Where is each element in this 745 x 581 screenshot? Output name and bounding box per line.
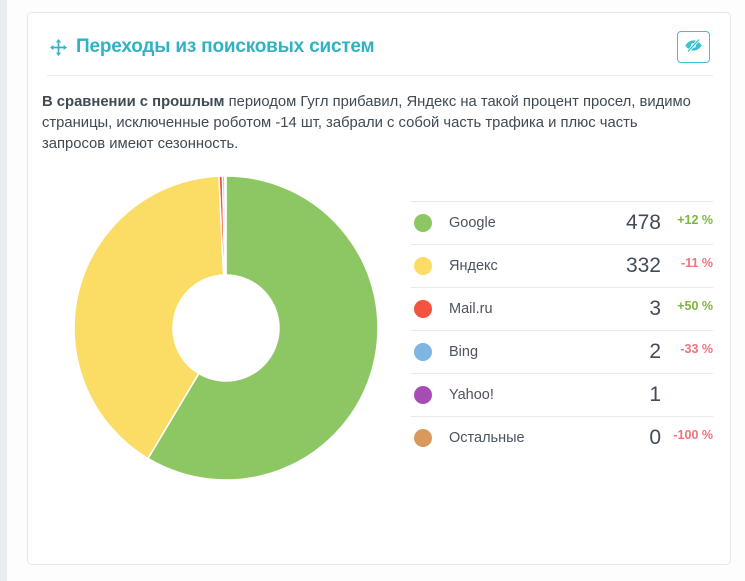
legend-label-bing: Bing: [449, 344, 479, 360]
legend-change-google: +12 %: [677, 213, 713, 227]
legend-row-остальные: Остальные 0 -100 %: [411, 416, 713, 459]
page-left-gutter: [0, 0, 7, 581]
pie-slice-яндекс[interactable]: [73, 175, 225, 460]
legend-dot-bing: [414, 343, 432, 361]
legend-numbers-bing: 2 -33 %: [613, 341, 713, 363]
legend-value-google: 478: [625, 211, 661, 234]
legend-label-остальные: Остальные: [449, 430, 525, 446]
legend-numbers-остальные: 0 -100 %: [613, 427, 713, 449]
legend-dot-остальные: [414, 429, 432, 447]
legend-change-bing: -33 %: [680, 342, 713, 356]
legend-change-yahoo: [661, 384, 713, 385]
legend-change-яндекс: -11 %: [681, 256, 713, 270]
widget-title: Переходы из поисковых систем: [76, 36, 375, 57]
legend-value-yahoo: 1: [649, 383, 661, 406]
legend-change-mail-ru: +50 %: [677, 299, 713, 313]
legend-numbers-яндекс: 332 -11 %: [613, 255, 713, 277]
legend-value-mail-ru: 3: [649, 297, 661, 320]
legend-numbers-mail-ru: 3 +50 %: [613, 298, 713, 320]
widget-content: Google 478 +12 % Яндекс 332 -11 % Mail.ru 3 +50 …: [28, 173, 730, 483]
donut-chart-area: [42, 173, 381, 483]
widget-header: Переходы из поисковых систем: [28, 13, 730, 75]
legend-row-bing: Bing 2 -33 %: [411, 330, 713, 373]
widget-title-wrap: Переходы из поисковых систем: [50, 36, 375, 58]
widget-description: В сравнении с прошлым периодом Гугл приб…: [42, 92, 697, 155]
legend-row-google: Google 478 +12 %: [411, 201, 713, 244]
legend-change-остальные: -100 %: [673, 428, 713, 442]
legend-value-яндекс: 332: [625, 254, 661, 277]
legend-dot-mail-ru: [414, 300, 432, 318]
pie-slice-google[interactable]: [147, 175, 379, 481]
legend-value-остальные: 0: [649, 426, 661, 449]
donut-chart: [73, 175, 379, 481]
widget-card: Переходы из поисковых систем В сравнении…: [27, 12, 731, 565]
legend-label-google: Google: [449, 215, 496, 231]
description-bold: В сравнении с прошлым: [42, 94, 225, 110]
header-divider: [47, 75, 713, 76]
legend-numbers-google: 478 +12 %: [613, 212, 713, 234]
pie-slice-yahoo[interactable]: [224, 175, 227, 276]
chart-legend: Google 478 +12 % Яндекс 332 -11 % Mail.ru 3 +50 …: [411, 201, 713, 483]
legend-row-яндекс: Яндекс 332 -11 %: [411, 244, 713, 287]
legend-dot-yahoo: [414, 386, 432, 404]
legend-label-yahoo: Yahoo!: [449, 387, 494, 403]
legend-label-mail-ru: Mail.ru: [449, 301, 493, 317]
eye-slash-icon: [684, 36, 703, 58]
description-text: периодом Гугл прибавил, Яндекс на такой …: [42, 94, 691, 152]
legend-numbers-yahoo: 1: [613, 384, 713, 406]
legend-value-bing: 2: [649, 340, 661, 363]
legend-row-mail-ru: Mail.ru 3 +50 %: [411, 287, 713, 330]
hide-widget-button[interactable]: [677, 31, 710, 63]
legend-label-яндекс: Яндекс: [449, 258, 498, 274]
move-icon[interactable]: [50, 38, 67, 56]
legend-dot-яндекс: [414, 257, 432, 275]
legend-dot-google: [414, 214, 432, 232]
legend-row-yahoo: Yahoo! 1: [411, 373, 713, 416]
